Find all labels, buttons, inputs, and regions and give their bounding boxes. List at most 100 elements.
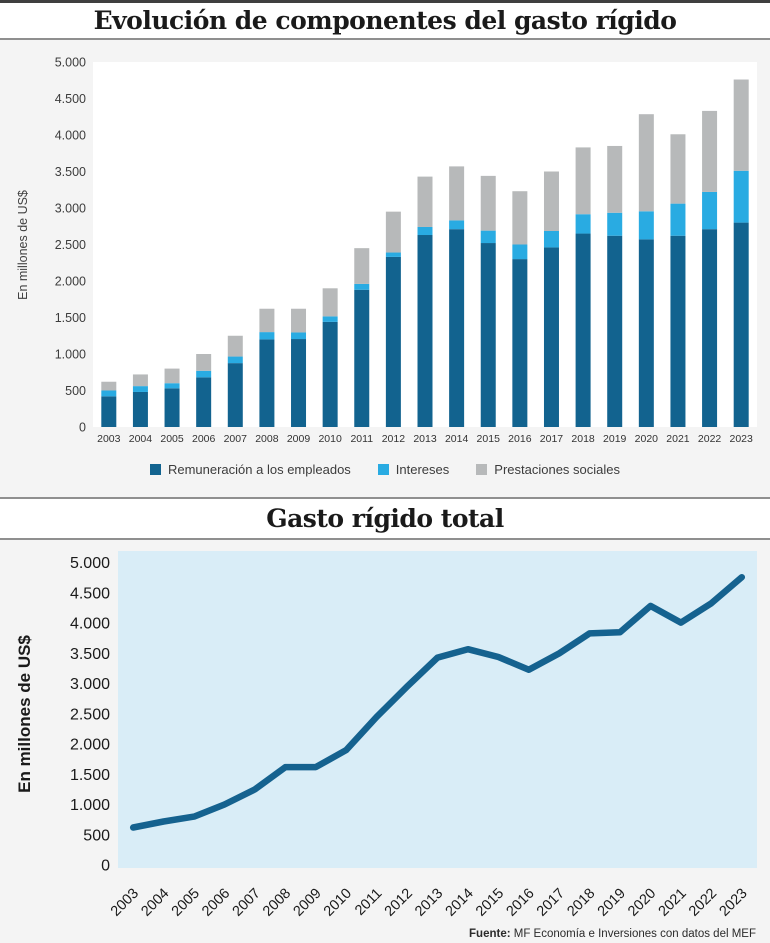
bar-2014: [449, 166, 465, 427]
y-tick-label: 4.000: [70, 616, 110, 633]
x-tick-label: 2015: [477, 433, 501, 445]
y-tick-label: 500: [83, 827, 110, 844]
y-tick-label: 5.000: [70, 555, 110, 572]
bar-2021: [670, 134, 686, 427]
remuneracion-swatch-icon: [149, 463, 161, 475]
bar-2006: [196, 354, 212, 427]
bar-segment: [291, 339, 307, 427]
y-tick-label: 1.000: [55, 348, 86, 362]
legend-item-prestaciones: Prestaciones sociales: [476, 462, 620, 477]
bar-segment: [575, 233, 591, 427]
x-tick-label: 2018: [564, 886, 598, 920]
y-tick-label: 3.000: [70, 676, 110, 693]
x-tick-label: 2007: [224, 433, 248, 445]
chart1-title: Evolución de componentes del gasto rígid…: [0, 3, 770, 40]
y-tick-label: 2.000: [70, 737, 110, 754]
bar-segment: [702, 229, 718, 427]
x-tick-label: 2021: [666, 433, 690, 445]
bar-segment: [543, 230, 559, 248]
y-tick-label: 1.000: [70, 797, 110, 814]
y-tick-label: 5.000: [55, 56, 86, 70]
x-tick-label: 2010: [321, 886, 355, 920]
x-tick-label: 2003: [108, 886, 142, 920]
bar-segment: [702, 110, 718, 192]
bar-segment: [196, 377, 212, 427]
prestaciones-swatch-icon: [476, 463, 488, 475]
bar-segment: [575, 147, 591, 215]
bar-segment: [670, 235, 686, 427]
bar-segment: [449, 220, 465, 230]
source-label: Fuente:: [469, 928, 511, 940]
bar-segment: [385, 252, 401, 257]
source-text: MF Economía e Inversiones con datos del …: [510, 928, 756, 940]
bar-2003: [101, 381, 117, 427]
x-tick-label: 2013: [412, 886, 446, 920]
bar-segment: [670, 134, 686, 204]
y-tick-label: 3.500: [55, 165, 86, 179]
x-tick-label: 2003: [97, 433, 121, 445]
top-border: [0, 0, 770, 3]
bar-2005: [164, 368, 180, 427]
legend-item-intereses: Intereses: [377, 461, 450, 477]
bar-segment: [259, 308, 275, 333]
bar-segment: [259, 332, 275, 340]
stacked-bar-chart-svg: 0 500 1.000 1.500 2.000 2.500 3.000 3.500 4.000 4…: [16, 56, 757, 445]
bar-segment: [101, 396, 117, 427]
bar-segment: [322, 316, 338, 322]
legend-label-prestaciones: Prestaciones sociales: [494, 461, 621, 477]
bar-segment: [196, 370, 212, 378]
line-plot-area: [118, 551, 757, 868]
bar-segment: [385, 256, 401, 427]
y-tick-label: 0: [79, 421, 86, 435]
bar-segment: [638, 211, 654, 240]
stacked-bar-chart: 0 500 1.000 1.500 2.000 2.500 3.000 3.500 4.000 4…: [0, 40, 770, 497]
bar-segment: [417, 235, 433, 427]
y-tick-label: 4.500: [55, 92, 86, 106]
y-tick-label: 3.500: [70, 646, 110, 663]
bar-segment: [227, 356, 243, 364]
bar-segment: [354, 289, 370, 427]
bar-segment: [733, 79, 749, 171]
x-tick-label: 2022: [686, 886, 720, 920]
bar-2009: [291, 308, 307, 427]
y-tick-label: 2.500: [55, 238, 86, 252]
bar-segment: [607, 212, 623, 236]
x-tick-label: 2019: [595, 886, 629, 920]
bar-segment: [733, 170, 749, 223]
bar-segment: [259, 339, 275, 427]
bar-segment: [417, 176, 433, 227]
bar-segment: [417, 226, 433, 236]
bar-segment: [670, 203, 686, 236]
bar-segment: [638, 114, 654, 212]
bar-2018: [575, 147, 591, 427]
x-tick-label: 2017: [534, 886, 568, 920]
bar-segment: [322, 288, 338, 317]
bar-2004: [132, 374, 148, 427]
bar-segment: [101, 381, 117, 391]
bar-segment: [733, 222, 749, 427]
legend-label-intereses: Intereses: [395, 461, 450, 477]
x-tick-label: 2008: [255, 433, 279, 445]
x-tick-label: 2009: [287, 433, 311, 445]
y-tick-label: 500: [65, 384, 86, 398]
chart2-title: Gasto rígido total: [0, 497, 770, 540]
x-tick-label: 2012: [382, 886, 416, 920]
bar-2013: [417, 176, 433, 427]
bar-segment: [638, 239, 654, 427]
bar-2016: [512, 191, 528, 427]
bar-segment: [227, 335, 243, 357]
bar-segment: [449, 166, 465, 221]
bar-2015: [480, 175, 496, 427]
bar-segment: [385, 211, 401, 253]
x-tick-label: 2013: [413, 433, 437, 445]
bar-2022: [702, 110, 718, 427]
bar-segment: [291, 308, 307, 333]
y-axis-label: En millones de US$: [16, 190, 30, 300]
bar-segment: [449, 229, 465, 427]
x-tick-label: 2021: [656, 886, 690, 920]
x-tick-label: 2012: [382, 433, 406, 445]
bar-segment: [512, 244, 528, 260]
x-tick-label: 2020: [635, 433, 659, 445]
bar-segment: [132, 386, 148, 392]
y-tick-label: 4.000: [55, 129, 86, 143]
